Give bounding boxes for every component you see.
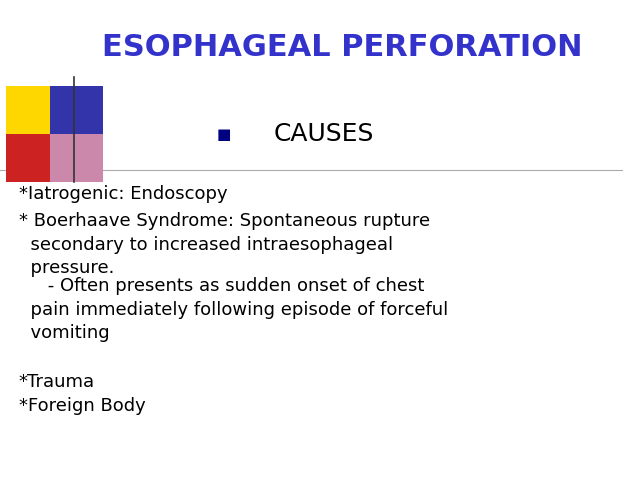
Text: - Often presents as sudden onset of chest
  pain immediately following episode o: - Often presents as sudden onset of ches… — [19, 277, 448, 342]
Bar — [6, 134, 59, 182]
Text: ESOPHAGEAL PERFORATION: ESOPHAGEAL PERFORATION — [102, 34, 583, 62]
Text: ■: ■ — [217, 127, 232, 142]
Text: CAUSES: CAUSES — [274, 122, 374, 146]
Bar — [50, 86, 103, 134]
Text: *Iatrogenic: Endoscopy: *Iatrogenic: Endoscopy — [19, 185, 227, 204]
Text: *Trauma: *Trauma — [19, 372, 95, 391]
Text: *Foreign Body: *Foreign Body — [19, 396, 145, 415]
Bar — [50, 134, 103, 182]
Bar — [6, 86, 59, 134]
Text: * Boerhaave Syndrome: Spontaneous rupture
  secondary to increased intraesophage: * Boerhaave Syndrome: Spontaneous ruptur… — [19, 212, 430, 277]
